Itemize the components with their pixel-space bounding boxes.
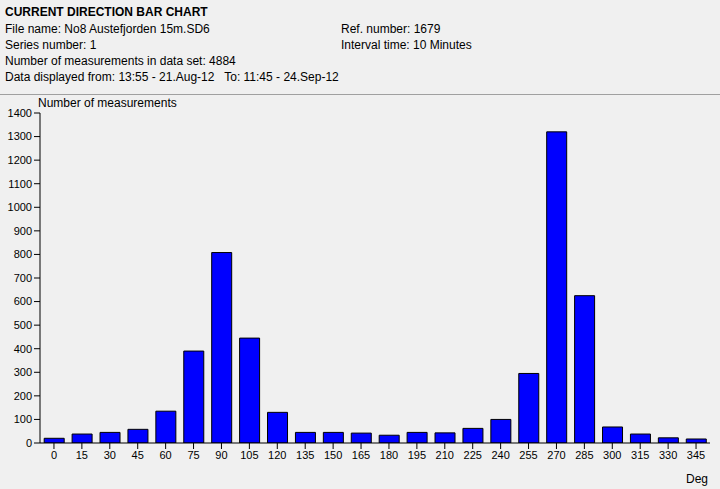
svg-text:75: 75 [187,449,199,461]
svg-text:0: 0 [51,449,57,461]
svg-text:1200: 1200 [8,154,32,166]
svg-text:300: 300 [603,449,621,461]
svg-text:60: 60 [160,449,172,461]
svg-text:240: 240 [491,449,509,461]
svg-text:105: 105 [240,449,258,461]
svg-text:1100: 1100 [8,178,32,190]
svg-text:120: 120 [268,449,286,461]
svg-text:150: 150 [324,449,342,461]
svg-text:225: 225 [464,449,482,461]
svg-text:315: 315 [631,449,649,461]
svg-text:255: 255 [519,449,537,461]
svg-text:1400: 1400 [8,107,32,119]
html-text:Number of measurements: Number of measurements [38,96,177,110]
html-text:Ref. number: 1679: Ref. number: 1679 [341,22,441,36]
html-text:Series number: 1: Series number: 1 [5,38,97,52]
svg-text:800: 800 [14,248,32,260]
svg-text:1000: 1000 [8,201,32,213]
svg-text:210: 210 [436,449,454,461]
svg-text:15: 15 [76,449,88,461]
html-text:CURRENT DIRECTION BAR CHART: CURRENT DIRECTION BAR CHART [5,5,208,19]
svg-text:300: 300 [14,366,32,378]
svg-text:90: 90 [215,449,227,461]
svg-text:195: 195 [408,449,426,461]
svg-text:200: 200 [14,390,32,402]
html-text:Interval time: 10 Minutes: Interval time: 10 Minutes [341,38,472,52]
html-text:Data displayed from: 13:55 - 2: Data displayed from: 13:55 - 21.Aug-12 T… [5,70,339,84]
svg-text:500: 500 [14,319,32,331]
svg-text:600: 600 [14,295,32,307]
html-text:File name: No8 Austefjorden 15: File name: No8 Austefjorden 15m.SD6 [5,22,210,36]
svg-text:0: 0 [26,437,32,449]
svg-text:270: 270 [547,449,565,461]
svg-text:700: 700 [14,272,32,284]
svg-text:285: 285 [575,449,593,461]
svg-text:45: 45 [132,449,144,461]
svg-text:180: 180 [380,449,398,461]
html-text:Deg: Deg [686,472,708,486]
svg-text:165: 165 [352,449,370,461]
svg-text:900: 900 [14,225,32,237]
svg-text:100: 100 [14,413,32,425]
svg-text:330: 330 [659,449,677,461]
svg-text:135: 135 [296,449,314,461]
svg-text:1300: 1300 [8,130,32,142]
html-text:Number of measurements in data: Number of measurements in data set: 4884 [5,54,236,68]
svg-text:30: 30 [104,449,116,461]
svg-text:400: 400 [14,343,32,355]
svg-text:345: 345 [687,449,705,461]
